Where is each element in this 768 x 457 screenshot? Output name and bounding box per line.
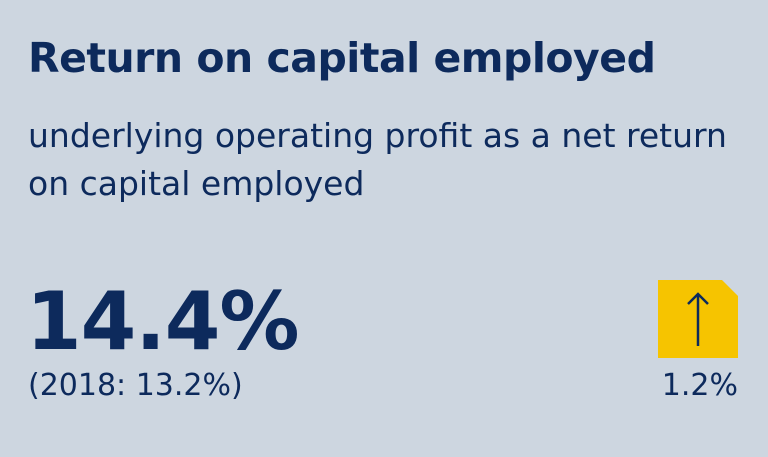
kpi-change: 1.2% <box>661 368 738 403</box>
trend-badge <box>658 280 738 358</box>
arrow-head <box>687 292 709 305</box>
kpi-comparison: (2018: 13.2%) <box>28 368 243 403</box>
page-subtitle: underlying operating profit as a net ret… <box>28 116 727 203</box>
page-title: Return on capital employed <box>28 34 656 82</box>
arrow-up-icon <box>658 280 738 358</box>
kpi-value: 14.4% <box>26 275 300 368</box>
